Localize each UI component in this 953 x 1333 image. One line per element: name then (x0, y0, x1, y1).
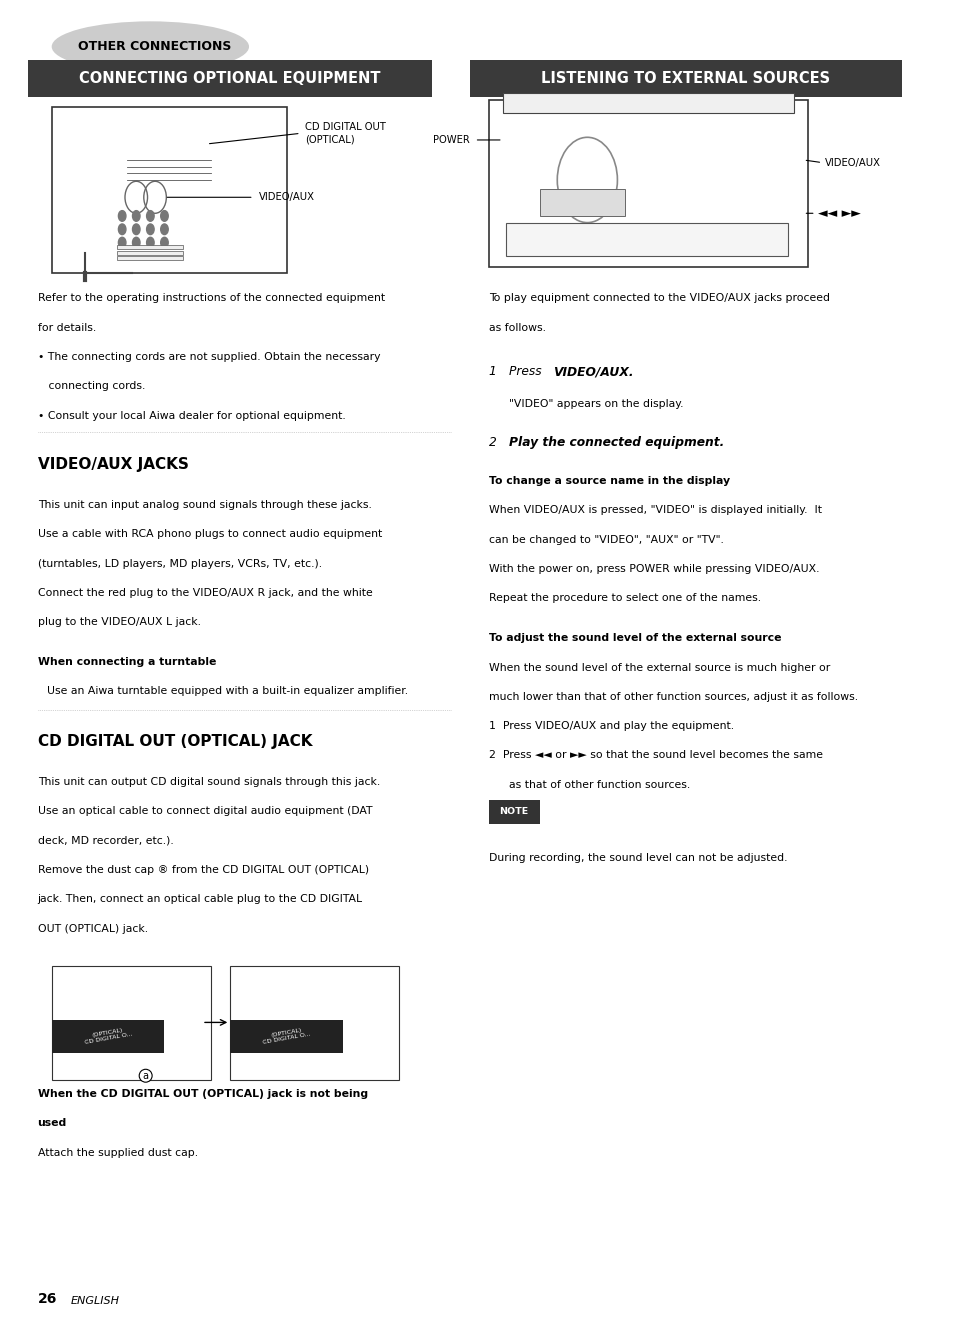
Circle shape (147, 224, 154, 235)
Circle shape (132, 224, 140, 235)
Text: CD DIGITAL OUT
(OPTICAL): CD DIGITAL OUT (OPTICAL) (305, 123, 386, 144)
Text: Press: Press (509, 365, 545, 379)
Text: can be changed to "VIDEO", "AUX" or "TV".: can be changed to "VIDEO", "AUX" or "TV"… (488, 535, 722, 545)
Text: LISTENING TO EXTERNAL SOURCES: LISTENING TO EXTERNAL SOURCES (541, 71, 830, 87)
Text: 2  Press ◄◄ or ►► so that the sound level becomes the same: 2 Press ◄◄ or ►► so that the sound level… (488, 750, 821, 761)
Text: Refer to the operating instructions of the connected equipment: Refer to the operating instructions of t… (37, 293, 384, 304)
FancyBboxPatch shape (470, 60, 902, 97)
Circle shape (118, 224, 126, 235)
Bar (117, 245, 183, 249)
Circle shape (118, 237, 126, 248)
Circle shape (160, 237, 168, 248)
Text: "VIDEO" appears on the display.: "VIDEO" appears on the display. (509, 399, 683, 409)
Text: deck, MD recorder, etc.).: deck, MD recorder, etc.). (37, 836, 173, 846)
Text: Use an optical cable to connect digital audio equipment (DAT: Use an optical cable to connect digital … (37, 806, 372, 817)
FancyBboxPatch shape (51, 1020, 164, 1053)
Text: (OPTICAL)
CD DIGITAL O...: (OPTICAL) CD DIGITAL O... (261, 1026, 312, 1045)
Text: With the power on, press POWER while pressing VIDEO/AUX.: With the power on, press POWER while pre… (488, 564, 819, 575)
Text: 26: 26 (37, 1292, 57, 1306)
Circle shape (147, 211, 154, 221)
Text: This unit can output CD digital sound signals through this jack.: This unit can output CD digital sound si… (37, 777, 379, 788)
Bar (539, 189, 624, 216)
Bar (117, 256, 183, 260)
Circle shape (118, 211, 126, 221)
Text: • The connecting cords are not supplied. Obtain the necessary: • The connecting cords are not supplied.… (37, 352, 379, 363)
Text: NOTE: NOTE (499, 808, 528, 816)
Text: 2: 2 (488, 436, 496, 449)
Bar (117, 251, 183, 255)
Circle shape (147, 237, 154, 248)
FancyBboxPatch shape (230, 966, 399, 1080)
Text: During recording, the sound level can not be adjusted.: During recording, the sound level can no… (488, 853, 786, 864)
Text: ◄◄ ►►: ◄◄ ►► (817, 207, 860, 220)
Text: used: used (37, 1118, 67, 1129)
Text: OTHER CONNECTIONS: OTHER CONNECTIONS (78, 40, 232, 53)
Bar (505, 223, 786, 256)
Text: When the sound level of the external source is much higher or: When the sound level of the external sou… (488, 663, 829, 673)
Ellipse shape (51, 21, 249, 72)
Text: Attach the supplied dust cap.: Attach the supplied dust cap. (37, 1148, 197, 1158)
Text: OUT (OPTICAL) jack.: OUT (OPTICAL) jack. (37, 924, 148, 934)
Circle shape (132, 237, 140, 248)
FancyBboxPatch shape (488, 800, 539, 824)
Text: To play equipment connected to the VIDEO/AUX jacks proceed: To play equipment connected to the VIDEO… (488, 293, 829, 304)
Text: for details.: for details. (37, 323, 95, 333)
Text: When VIDEO/AUX is pressed, "VIDEO" is displayed initially.  It: When VIDEO/AUX is pressed, "VIDEO" is di… (488, 505, 821, 516)
Text: When connecting a turntable: When connecting a turntable (37, 657, 215, 668)
FancyBboxPatch shape (230, 1020, 343, 1053)
Text: connecting cords.: connecting cords. (37, 381, 145, 392)
Circle shape (160, 211, 168, 221)
Text: CONNECTING OPTIONAL EQUIPMENT: CONNECTING OPTIONAL EQUIPMENT (79, 71, 380, 87)
FancyBboxPatch shape (29, 60, 432, 97)
Text: VIDEO/AUX.: VIDEO/AUX. (552, 365, 633, 379)
Text: much lower than that of other function sources, adjust it as follows.: much lower than that of other function s… (488, 692, 857, 702)
Text: Use a cable with RCA phono plugs to connect audio equipment: Use a cable with RCA phono plugs to conn… (37, 529, 381, 540)
Circle shape (132, 211, 140, 221)
Text: Use an Aiwa turntable equipped with a built-in equalizer amplifier.: Use an Aiwa turntable equipped with a bu… (47, 686, 408, 697)
Text: as that of other function sources.: as that of other function sources. (509, 780, 690, 790)
Bar (51, 107, 286, 273)
FancyBboxPatch shape (51, 966, 212, 1080)
Text: VIDEO/AUX: VIDEO/AUX (824, 157, 881, 168)
Text: Remove the dust cap ® from the CD DIGITAL OUT (OPTICAL): Remove the dust cap ® from the CD DIGITA… (37, 865, 368, 876)
Text: Connect the red plug to the VIDEO/AUX R jack, and the white: Connect the red plug to the VIDEO/AUX R … (37, 588, 372, 599)
Text: plug to the VIDEO/AUX L jack.: plug to the VIDEO/AUX L jack. (37, 617, 200, 628)
Bar (488, 100, 807, 267)
Text: (turntables, LD players, MD players, VCRs, TV, etc.).: (turntables, LD players, MD players, VCR… (37, 559, 321, 569)
Bar (502, 93, 793, 113)
Text: VIDEO/AUX JACKS: VIDEO/AUX JACKS (37, 457, 189, 472)
Text: (OPTICAL)
CD DIGITAL O...: (OPTICAL) CD DIGITAL O... (83, 1026, 132, 1045)
Text: a: a (143, 1070, 149, 1081)
Text: CD DIGITAL OUT (OPTICAL) JACK: CD DIGITAL OUT (OPTICAL) JACK (37, 734, 312, 749)
Text: POWER: POWER (433, 135, 470, 145)
Text: jack. Then, connect an optical cable plug to the CD DIGITAL: jack. Then, connect an optical cable plu… (37, 894, 362, 905)
Text: To change a source name in the display: To change a source name in the display (488, 476, 729, 487)
Text: 1: 1 (488, 365, 496, 379)
Text: Repeat the procedure to select one of the names.: Repeat the procedure to select one of th… (488, 593, 760, 604)
Text: VIDEO/AUX: VIDEO/AUX (258, 192, 314, 203)
Text: This unit can input analog sound signals through these jacks.: This unit can input analog sound signals… (37, 500, 371, 511)
Text: When the CD DIGITAL OUT (OPTICAL) jack is not being: When the CD DIGITAL OUT (OPTICAL) jack i… (37, 1089, 367, 1100)
Text: ENGLISH: ENGLISH (71, 1296, 119, 1306)
Text: • Consult your local Aiwa dealer for optional equipment.: • Consult your local Aiwa dealer for opt… (37, 411, 345, 421)
Text: 1  Press VIDEO/AUX and play the equipment.: 1 Press VIDEO/AUX and play the equipment… (488, 721, 733, 732)
Circle shape (160, 224, 168, 235)
Text: To adjust the sound level of the external source: To adjust the sound level of the externa… (488, 633, 781, 644)
Text: Play the connected equipment.: Play the connected equipment. (509, 436, 724, 449)
Text: as follows.: as follows. (488, 323, 545, 333)
